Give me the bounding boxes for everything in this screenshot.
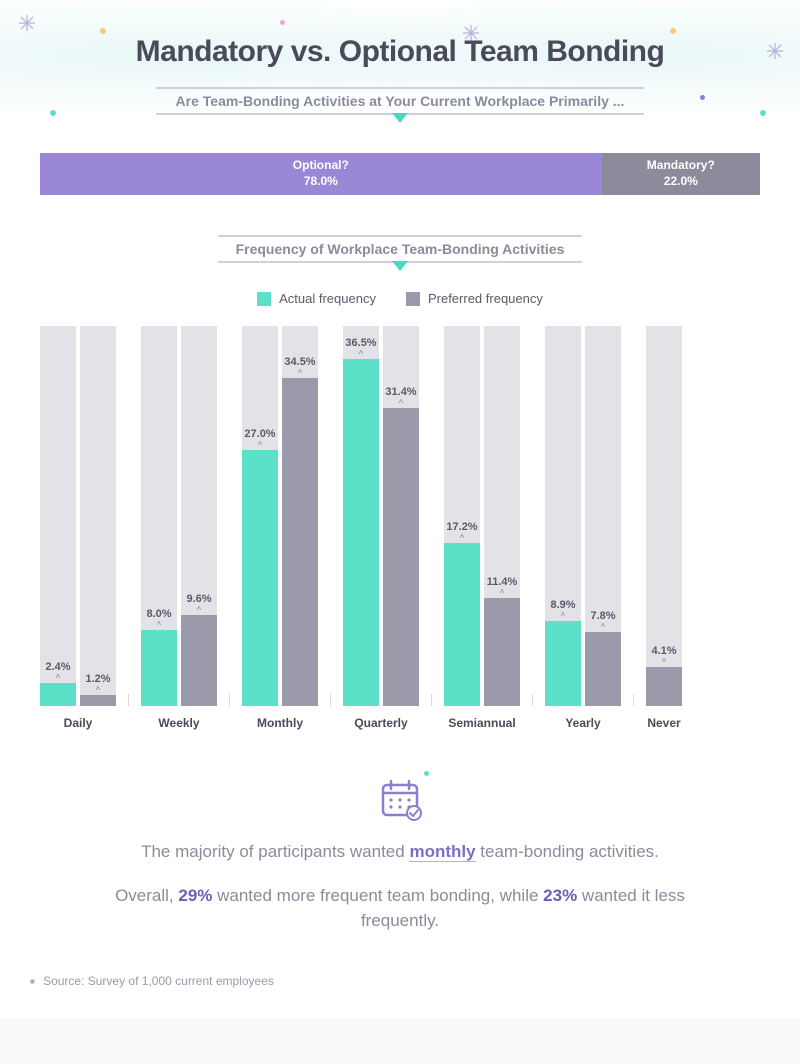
bar-bg: 31.4% xyxy=(383,326,419,706)
insight1-em: monthly xyxy=(409,842,475,862)
infographic-page: Mandatory vs. Optional Team Bonding Are … xyxy=(0,0,800,1018)
bar-bg: 8.0% xyxy=(141,326,177,706)
bar-preferred: 1.2% xyxy=(80,695,116,706)
source-text: Source: Survey of 1,000 current employee… xyxy=(30,974,770,988)
category-separator xyxy=(128,694,129,706)
calendar-icon xyxy=(377,775,423,821)
category-group: 8.0%9.6% xyxy=(141,326,217,706)
bar-preferred: 34.5% xyxy=(282,378,318,706)
category-labels: Daily Weekly Monthly Quarterly Semiannual Yea… xyxy=(40,716,760,730)
bar-label: 27.0% xyxy=(244,428,275,440)
bar-preferred: 7.8% xyxy=(585,632,621,706)
bar-actual: 17.2% xyxy=(444,543,480,706)
subtitle: Are Team-Bonding Activities at Your Curr… xyxy=(156,87,645,115)
bar-label: 31.4% xyxy=(385,386,416,398)
section-title-wrap: Frequency of Workplace Team-Bonding Acti… xyxy=(0,235,800,271)
category-separator xyxy=(330,694,331,706)
bar-label: 7.8% xyxy=(590,610,615,622)
bar-label: 9.6% xyxy=(186,593,211,605)
legend-item-actual: Actual frequency xyxy=(257,291,376,306)
bar-bg: 36.5% xyxy=(343,326,379,706)
insight2-b: wanted more frequent team bonding, while xyxy=(212,886,543,905)
bar-bg: 7.8% xyxy=(585,326,621,706)
insight1-pre: The majority of participants wanted xyxy=(141,842,409,861)
bar-actual: 27.0% xyxy=(242,450,278,707)
chart-legend: Actual frequency Preferred frequency xyxy=(0,291,800,306)
insight2-p2: 23% xyxy=(543,886,577,905)
bar-bg: 4.1% xyxy=(646,326,682,706)
category-group: 36.5%31.4% xyxy=(343,326,419,706)
insight1-post: team-bonding activities. xyxy=(476,842,659,861)
insight-text-1: The majority of participants wanted mont… xyxy=(80,839,720,865)
section-title: Frequency of Workplace Team-Bonding Acti… xyxy=(218,235,583,263)
subtitle-wrap: Are Team-Bonding Activities at Your Curr… xyxy=(0,87,800,123)
bar-label: 1.2% xyxy=(85,673,110,685)
bar-actual: 8.0% xyxy=(141,630,177,706)
page-title: Mandatory vs. Optional Team Bonding xyxy=(0,0,800,69)
category-separator xyxy=(229,694,230,706)
bar-actual: 8.9% xyxy=(545,621,581,706)
category-label: Daily xyxy=(40,716,116,730)
bar-bg: 9.6% xyxy=(181,326,217,706)
bar-actual: 2.4% xyxy=(40,683,76,706)
bar-actual: 36.5% xyxy=(343,359,379,706)
legend-label-preferred: Preferred frequency xyxy=(428,291,543,306)
category-group: 2.4% 1.2% xyxy=(40,326,116,706)
bar-bg: 17.2% xyxy=(444,326,480,706)
category-group: 4.1% xyxy=(646,326,682,706)
category-label: Yearly xyxy=(545,716,621,730)
stacked-segment: Optional?78.0% xyxy=(40,153,602,195)
bar-bg: 8.9% xyxy=(545,326,581,706)
category-separator xyxy=(633,694,634,706)
bar-bg: 11.4% xyxy=(484,326,520,706)
legend-swatch-preferred xyxy=(406,292,420,306)
insight-text-2: Overall, 29% wanted more frequent team b… xyxy=(80,883,720,934)
category-separator xyxy=(532,694,533,706)
bar-preferred: 9.6% xyxy=(181,615,217,706)
bar-label: 8.0% xyxy=(146,608,171,620)
bar-bg: 34.5% xyxy=(282,326,318,706)
bar-bg: 1.2% xyxy=(80,326,116,706)
category-group: 8.9%7.8% xyxy=(545,326,621,706)
triangle-down-icon xyxy=(392,261,408,271)
legend-swatch-actual xyxy=(257,292,271,306)
triangle-down-icon xyxy=(392,113,408,123)
category-separator xyxy=(431,694,432,706)
bar-preferred: 11.4% xyxy=(484,598,520,706)
bar-label: 34.5% xyxy=(284,356,315,368)
category-group: 17.2%11.4% xyxy=(444,326,520,706)
insight2-a: Overall, xyxy=(115,886,178,905)
bar-label: 11.4% xyxy=(487,576,518,588)
bar-label: 4.1% xyxy=(651,645,676,657)
frequency-bar-chart: 2.4%1.2%8.0%9.6%27.0%34.5%36.5%31.4%17.2… xyxy=(40,326,760,706)
category-label: Never xyxy=(646,716,682,730)
bar-label: 2.4% xyxy=(45,661,70,673)
legend-item-preferred: Preferred frequency xyxy=(406,291,543,306)
bar-bg: 2.4% xyxy=(40,326,76,706)
bar-preferred: 4.1% xyxy=(646,667,682,706)
bar-label: 17.2% xyxy=(446,521,477,533)
stacked-bar-chart: Optional?78.0%Mandatory?22.0% xyxy=(40,153,760,195)
legend-label-actual: Actual frequency xyxy=(279,291,376,306)
bar-label: 36.5% xyxy=(345,337,376,349)
category-label: Semiannual xyxy=(444,716,520,730)
category-label: Weekly xyxy=(141,716,217,730)
category-label: Quarterly xyxy=(343,716,419,730)
insight2-p1: 29% xyxy=(178,886,212,905)
bar-preferred: 31.4% xyxy=(383,408,419,706)
stacked-segment: Mandatory?22.0% xyxy=(602,153,760,195)
category-group: 27.0%34.5% xyxy=(242,326,318,706)
category-label: Monthly xyxy=(242,716,318,730)
bar-bg: 27.0% xyxy=(242,326,278,706)
bar-label: 8.9% xyxy=(550,599,575,611)
